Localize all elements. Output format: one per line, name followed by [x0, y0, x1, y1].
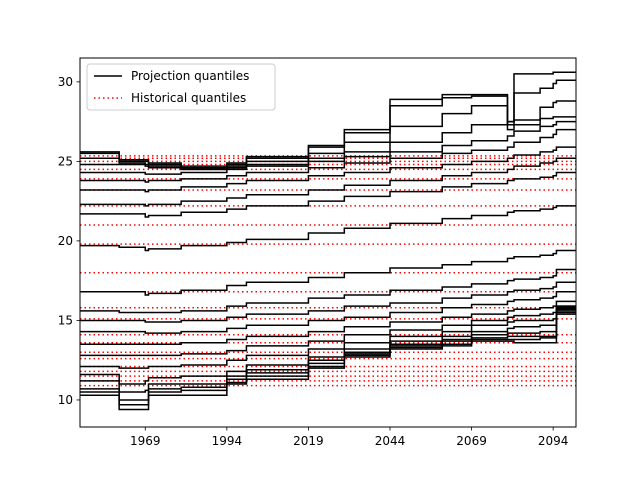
projection-quantile-line [80, 268, 576, 314]
projection-quantile-line [80, 71, 576, 167]
y-axis: 10 15 20 25 30 [58, 75, 80, 407]
x-axis: 1969 1994 2019 2044 2069 2094 [130, 427, 568, 448]
y-tick-label: 15 [58, 313, 73, 327]
y-tick-label: 20 [58, 234, 73, 248]
y-tick-label: 25 [58, 154, 73, 168]
projection-quantile-line [80, 171, 576, 218]
projection-quantile-line [80, 310, 576, 401]
y-tick-label: 10 [58, 393, 73, 407]
x-tick-label: 2069 [456, 434, 487, 448]
projection-quantile-line [80, 128, 576, 183]
projection-quantile-line [80, 311, 576, 406]
projection-quantile-line [80, 120, 576, 175]
projection-quantile-line [80, 100, 576, 171]
projection-quantile-line [80, 157, 576, 207]
x-tick-label: 1994 [212, 434, 243, 448]
legend-projection-label: Projection quantiles [131, 69, 249, 83]
legend-historical-label: Historical quantiles [131, 91, 246, 105]
projection-quantiles [80, 71, 576, 411]
projection-quantile-line [80, 249, 576, 296]
projection-quantile-line [80, 305, 576, 369]
x-tick-label: 1969 [130, 434, 161, 448]
projection-quantile-line [80, 291, 576, 334]
x-tick-label: 2019 [293, 434, 324, 448]
legend-box [86, 63, 276, 111]
projection-quantile-line [80, 305, 576, 357]
projection-quantile-line [80, 281, 576, 323]
x-tick-label: 2094 [538, 434, 569, 448]
legend: Projection quantiles Historical quantile… [86, 63, 276, 111]
projection-quantile-line [80, 205, 576, 252]
y-tick-label: 30 [58, 75, 73, 89]
plot-frame [79, 57, 577, 428]
x-tick-label: 2044 [375, 434, 406, 448]
projection-quantile-line [80, 146, 576, 193]
projection-quantile-line [80, 306, 576, 385]
projection-quantile-line [80, 300, 576, 346]
